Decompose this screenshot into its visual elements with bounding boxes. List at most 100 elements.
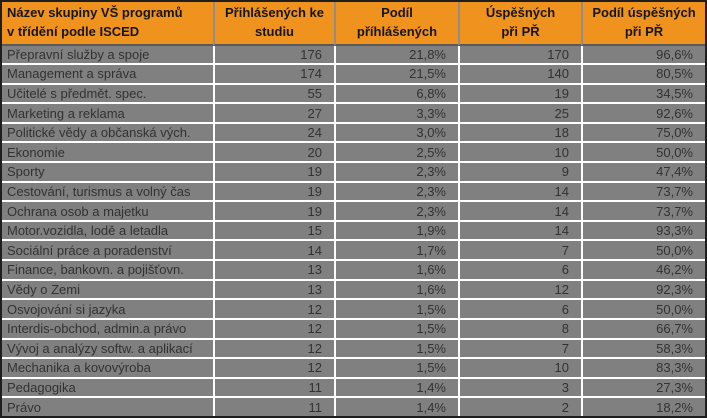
header-cell-2: Podíl příhlášených: [334, 2, 458, 46]
value-cell: 1,6%: [334, 259, 458, 279]
value-cell: 176: [213, 45, 334, 63]
value-cell: 12: [213, 298, 334, 318]
header-row: Název skupiny VŠ programů v třídění podl…: [2, 2, 705, 46]
row-label-cell: Sporty: [2, 161, 213, 181]
value-cell: 1,5%: [334, 357, 458, 377]
value-cell: 1,4%: [334, 376, 458, 397]
value-cell: 21,8%: [334, 45, 458, 63]
value-cell: 1,5%: [334, 337, 458, 358]
value-cell: 58,3%: [581, 337, 705, 358]
value-cell: 50,0%: [581, 239, 705, 260]
value-cell: 15: [213, 219, 334, 240]
value-cell: 10: [458, 141, 581, 162]
table-row: Přepravní služby a spoje 176 21,8% 170 96,6%: [2, 45, 705, 63]
value-cell: 9: [458, 161, 581, 181]
value-cell: 92,6%: [581, 102, 705, 122]
value-cell: 73,7%: [581, 200, 705, 220]
value-cell: 25: [458, 102, 581, 122]
value-cell: 18: [458, 121, 581, 142]
value-cell: 46,2%: [581, 259, 705, 279]
value-cell: 12: [458, 278, 581, 299]
row-label-cell: Management a správa: [2, 62, 213, 83]
value-cell: 83,3%: [581, 357, 705, 377]
value-cell: 73,7%: [581, 180, 705, 201]
value-cell: 2,3%: [334, 200, 458, 220]
row-label-cell: Ochrana osob a majetku: [2, 200, 213, 220]
row-label-cell: Právo: [2, 396, 213, 416]
value-cell: 12: [213, 337, 334, 358]
value-cell: 12: [213, 317, 334, 338]
value-cell: 13: [213, 259, 334, 279]
table-row: Vývoj a analýzy softw. a aplikací 12 1,5% 7…: [2, 337, 705, 358]
value-cell: 14: [458, 200, 581, 220]
value-cell: 55: [213, 82, 334, 103]
value-cell: 3,0%: [334, 121, 458, 142]
row-label-cell: Přepravní služby a spoje: [2, 45, 213, 63]
table-row: Vědy o Zemi 13 1,6% 12 92,3%: [2, 278, 705, 299]
table-row: Sporty 19 2,3% 9 47,4%: [2, 161, 705, 181]
value-cell: 6,8%: [334, 82, 458, 103]
table-row: Ekonomie 20 2,5% 10 50,0%: [2, 141, 705, 162]
value-cell: 93,3%: [581, 219, 705, 240]
value-cell: 170: [458, 45, 581, 63]
value-cell: 80,5%: [581, 62, 705, 83]
table-row: Finance, bankovn. a pojišťovn. 13 1,6% 6 46,…: [2, 259, 705, 279]
row-label-cell: Pedagogika: [2, 376, 213, 397]
header-cell-1: Přihlášených ke studiu: [213, 2, 334, 46]
value-cell: 6: [458, 298, 581, 318]
value-cell: 27: [213, 102, 334, 122]
value-cell: 14: [458, 180, 581, 201]
row-label-cell: Vědy o Zemi: [2, 278, 213, 299]
row-label-cell: Interdis-obchod, admin.a právo: [2, 317, 213, 338]
row-label-cell: Marketing a reklama: [2, 102, 213, 122]
value-cell: 12: [213, 357, 334, 377]
value-cell: 2: [458, 396, 581, 416]
value-cell: 3,3%: [334, 102, 458, 122]
value-cell: 1,9%: [334, 219, 458, 240]
table-row: Osvojování si jazyka 12 1,5% 6 50,0%: [2, 298, 705, 318]
value-cell: 47,4%: [581, 161, 705, 181]
header-cell-3: Úspěšných při PŘ: [458, 2, 581, 46]
value-cell: 3: [458, 376, 581, 397]
value-cell: 174: [213, 62, 334, 83]
table-row: Pedagogika 11 1,4% 3 27,3%: [2, 376, 705, 397]
value-cell: 13: [213, 278, 334, 299]
table-row: Motor.vozidla, lodě a letadla 15 1,9% 14 93,…: [2, 219, 705, 240]
table-row: Marketing a reklama 27 3,3% 25 92,6%: [2, 102, 705, 122]
header-cell-4: Podíl úspěšných při PŘ: [581, 2, 705, 46]
table-row: Ochrana osob a majetku 19 2,3% 14 73,7%: [2, 200, 705, 220]
table-body: Přepravní služby a spoje 176 21,8% 170 96,6%…: [2, 45, 705, 416]
value-cell: 10: [458, 357, 581, 377]
value-cell: 66,7%: [581, 317, 705, 338]
row-label-cell: Mechanika a kovovýroba: [2, 357, 213, 377]
value-cell: 11: [213, 376, 334, 397]
header-cell-0: Název skupiny VŠ programů v třídění podl…: [2, 2, 213, 46]
value-cell: 96,6%: [581, 45, 705, 63]
value-cell: 24: [213, 121, 334, 142]
value-cell: 14: [458, 219, 581, 240]
table-header: Název skupiny VŠ programů v třídění podl…: [2, 2, 705, 46]
value-cell: 2,5%: [334, 141, 458, 162]
row-label-cell: Sociální práce a poradenství: [2, 239, 213, 260]
value-cell: 19: [458, 82, 581, 103]
value-cell: 14: [213, 239, 334, 260]
table-row: Sociální práce a poradenství 14 1,7% 7 50,0%: [2, 239, 705, 260]
value-cell: 50,0%: [581, 298, 705, 318]
row-label-cell: Motor.vozidla, lodě a letadla: [2, 219, 213, 240]
value-cell: 92,3%: [581, 278, 705, 299]
value-cell: 1,4%: [334, 396, 458, 416]
value-cell: 50,0%: [581, 141, 705, 162]
table-row: Mechanika a kovovýroba 12 1,5% 10 83,3%: [2, 357, 705, 377]
row-label-cell: Osvojování si jazyka: [2, 298, 213, 318]
value-cell: 7: [458, 239, 581, 260]
value-cell: 2,3%: [334, 180, 458, 201]
value-cell: 1,5%: [334, 298, 458, 318]
value-cell: 1,5%: [334, 317, 458, 338]
value-cell: 75,0%: [581, 121, 705, 142]
value-cell: 6: [458, 259, 581, 279]
row-label-cell: Cestování, turismus a volný čas: [2, 180, 213, 201]
row-label-cell: Politické vědy a občanská vých.: [2, 121, 213, 142]
row-label-cell: Učitelé s předmět. spec.: [2, 82, 213, 103]
value-cell: 19: [213, 200, 334, 220]
table-row: Právo 11 1,4% 2 18,2%: [2, 396, 705, 416]
